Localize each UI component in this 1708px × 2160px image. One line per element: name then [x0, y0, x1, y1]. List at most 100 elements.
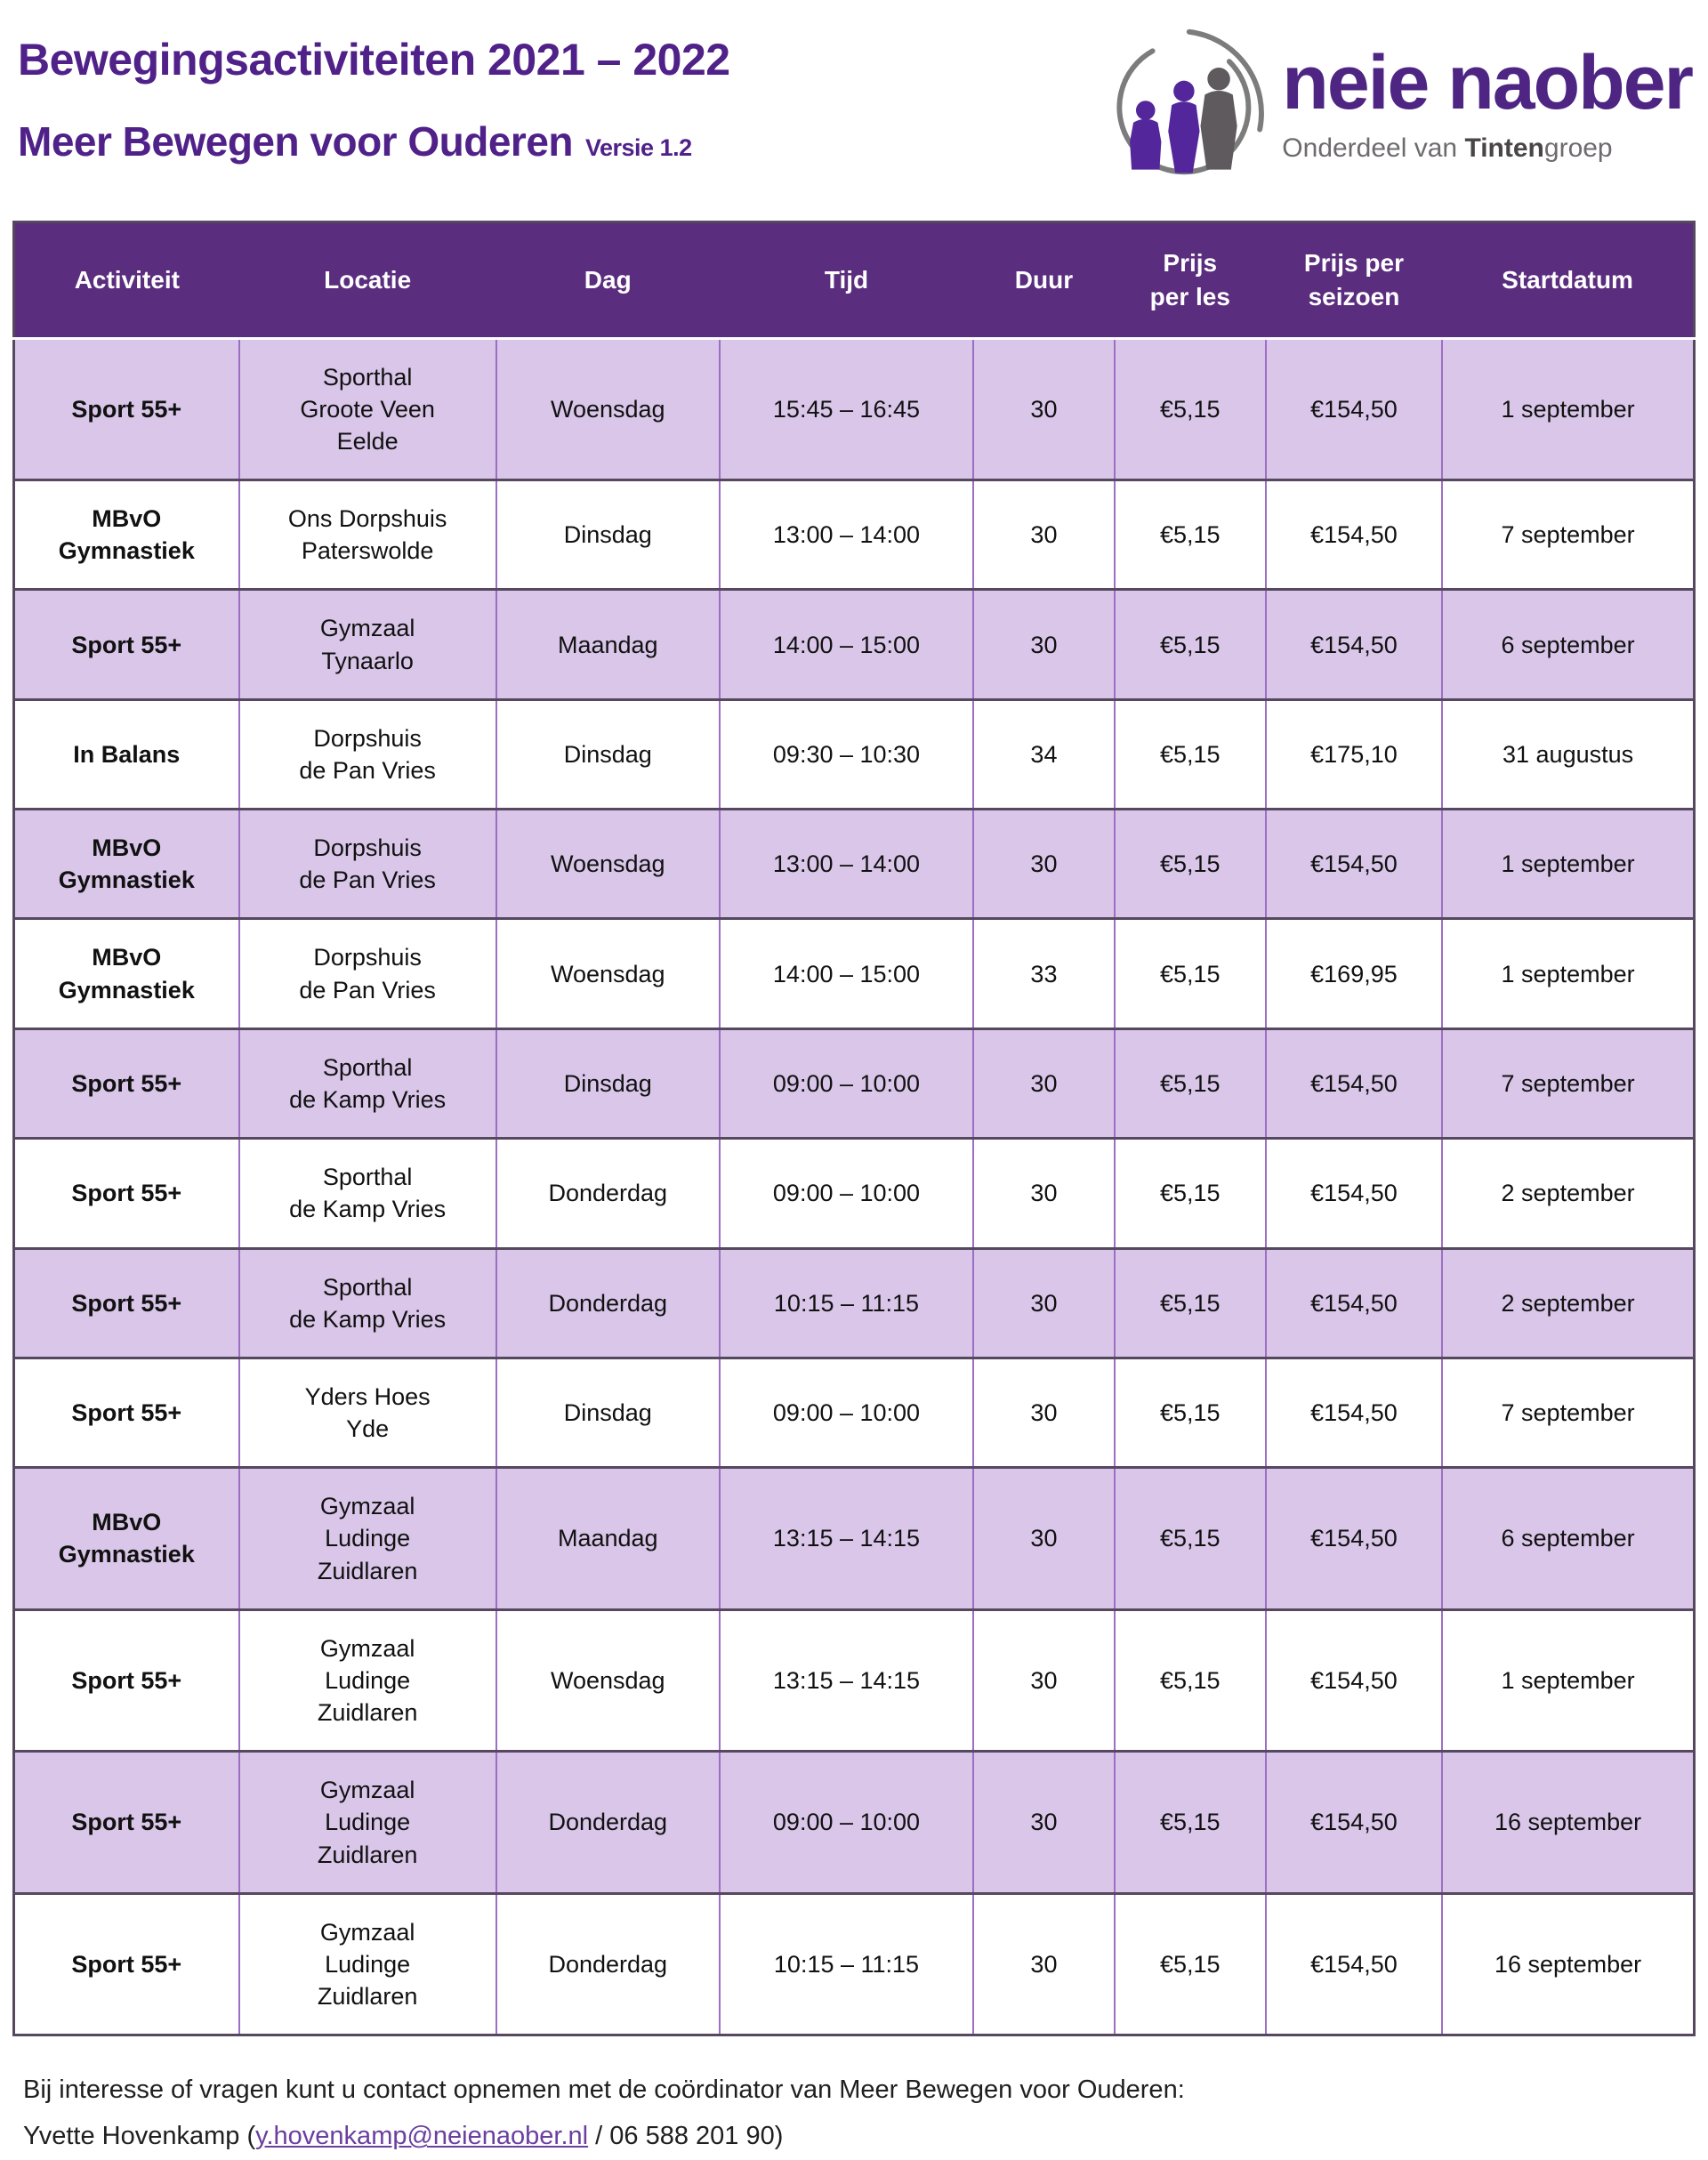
cell-startdatum: 1 september — [1441, 1608, 1695, 1752]
cell-duur: 30 — [972, 808, 1116, 919]
cell-dag: Woensdag — [495, 336, 721, 480]
cell-activiteit: MBvO Gymnastiek — [13, 808, 240, 919]
cell-startdatum: 7 september — [1441, 1027, 1695, 1139]
cell-prijs-per-seizoen: €154,50 — [1264, 1466, 1444, 1610]
cell-prijs-per-seizoen: €154,50 — [1264, 1246, 1444, 1358]
cell-startdatum: 31 augustus — [1441, 697, 1695, 810]
brand-text: neie naober Onderdeel van Tintengroep — [1282, 40, 1694, 164]
cell-locatie: Ons Dorpshuis Paterswolde — [238, 479, 497, 590]
column-header-prijs-per-les: Prijs per les — [1114, 222, 1266, 340]
title-block: Bewegingsactiviteiten 2021 – 2022 Meer B… — [18, 23, 730, 162]
cell-dag: Woensdag — [495, 808, 721, 919]
table-row: Sport 55+ Sporthal Groote Veen Eelde Woe… — [13, 336, 1695, 480]
column-header-startdatum: Startdatum — [1442, 222, 1695, 340]
cell-tijd: 10:15 – 11:15 — [718, 1891, 975, 2035]
cell-prijs-per-les: €5,15 — [1113, 808, 1267, 919]
cell-prijs-per-les: €5,15 — [1113, 697, 1267, 810]
cell-activiteit: MBvO Gymnastiek — [13, 479, 240, 590]
table-row: In Balans Dorpshuis de Pan Vries Dinsdag… — [13, 697, 1695, 810]
cell-activiteit: Sport 55+ — [13, 1137, 240, 1249]
cell-dag: Dinsdag — [495, 697, 721, 810]
cell-startdatum: 16 september — [1441, 1750, 1695, 1894]
cell-duur: 30 — [972, 479, 1116, 590]
cell-prijs-per-les: €5,15 — [1113, 588, 1267, 700]
cell-prijs-per-seizoen: €154,50 — [1264, 1891, 1444, 2035]
cell-dag: Donderdag — [495, 1750, 721, 1894]
column-header-dag: Dag — [495, 222, 720, 340]
cell-tijd: 13:00 – 14:00 — [718, 479, 975, 590]
cell-prijs-per-les: €5,15 — [1113, 1891, 1267, 2035]
cell-locatie: Dorpshuis de Pan Vries — [238, 697, 497, 810]
masthead: Bewegingsactiviteiten 2021 – 2022 Meer B… — [0, 0, 1708, 215]
cell-prijs-per-les: €5,15 — [1113, 1246, 1267, 1358]
brand-name: neie naober — [1282, 40, 1694, 125]
cell-tijd: 09:00 – 10:00 — [718, 1027, 975, 1139]
cell-activiteit: Sport 55+ — [13, 336, 240, 480]
version-label: Versie 1.2 — [585, 134, 692, 161]
cell-dag: Woensdag — [495, 1608, 721, 1752]
cell-dag: Woensdag — [495, 917, 721, 1029]
cell-locatie: Sporthal de Kamp Vries — [238, 1027, 497, 1139]
cell-locatie: Sporthal de Kamp Vries — [238, 1137, 497, 1249]
cell-dag: Dinsdag — [495, 479, 721, 590]
cell-prijs-per-les: €5,15 — [1113, 917, 1267, 1029]
page-title: Bewegingsactiviteiten 2021 – 2022 — [18, 37, 730, 82]
cell-tijd: 09:30 – 10:30 — [718, 697, 975, 810]
cell-dag: Donderdag — [495, 1137, 721, 1249]
cell-tijd: 09:00 – 10:00 — [718, 1137, 975, 1249]
column-header-tijd: Tijd — [719, 222, 974, 340]
table-row: MBvO Gymnastiek Gymzaal Ludinge Zuidlare… — [13, 1466, 1695, 1610]
cell-locatie: Sporthal Groote Veen Eelde — [238, 336, 497, 480]
cell-prijs-per-seizoen: €154,50 — [1264, 336, 1444, 480]
header-row: Activiteit Locatie Dag Tijd Duur Prijs p… — [13, 222, 1695, 340]
table-row: Sport 55+ Gymzaal Ludinge Zuidlaren Dond… — [13, 1750, 1695, 1894]
cell-prijs-per-seizoen: €154,50 — [1264, 588, 1444, 700]
table-row: MBvO Gymnastiek Dorpshuis de Pan Vries W… — [13, 808, 1695, 919]
cell-duur: 30 — [972, 1466, 1116, 1610]
cell-activiteit: Sport 55+ — [13, 1891, 240, 2035]
cell-startdatum: 6 september — [1441, 1466, 1695, 1610]
cell-prijs-per-les: €5,15 — [1113, 1750, 1267, 1894]
cell-prijs-per-les: €5,15 — [1113, 1356, 1267, 1468]
cell-startdatum: 1 september — [1441, 808, 1695, 919]
table-row: Sport 55+ Gymzaal Ludinge Zuidlaren Woen… — [13, 1608, 1695, 1752]
cell-startdatum: 1 september — [1441, 917, 1695, 1029]
cell-tijd: 13:00 – 14:00 — [718, 808, 975, 919]
cell-startdatum: 1 september — [1441, 336, 1695, 480]
tagline-bold: Tinten — [1464, 133, 1544, 163]
table-row: Sport 55+ Gymzaal Ludinge Zuidlaren Dond… — [13, 1891, 1695, 2035]
contact-name: Yvette Hovenkamp ( — [23, 2122, 256, 2151]
title-line-1: Bewegingsactiviteiten 2021 – 2022 — [18, 35, 730, 85]
cell-duur: 30 — [972, 1246, 1116, 1358]
cell-prijs-per-seizoen: €154,50 — [1264, 1027, 1444, 1139]
cell-locatie: Gymzaal Ludinge Zuidlaren — [238, 1750, 497, 1894]
cell-duur: 30 — [972, 588, 1116, 700]
contact-phone: / 06 588 201 90) — [588, 2122, 784, 2151]
cell-startdatum: 7 september — [1441, 479, 1695, 590]
cell-duur: 33 — [972, 917, 1116, 1029]
cell-duur: 34 — [972, 697, 1116, 810]
cell-locatie: Gymzaal Tynaarlo — [238, 588, 497, 700]
cell-locatie: Gymzaal Ludinge Zuidlaren — [238, 1466, 497, 1610]
cell-duur: 30 — [972, 1891, 1116, 2035]
column-header-activiteit: Activiteit — [13, 222, 239, 340]
cell-tijd: 13:15 – 14:15 — [718, 1466, 975, 1610]
cell-tijd: 13:15 – 14:15 — [718, 1608, 975, 1752]
cell-prijs-per-seizoen: €154,50 — [1264, 1356, 1444, 1468]
cell-activiteit: MBvO Gymnastiek — [13, 1466, 240, 1610]
cell-startdatum: 2 september — [1441, 1246, 1695, 1358]
table-row: Sport 55+ Sporthal de Kamp Vries Donderd… — [13, 1137, 1695, 1249]
cell-activiteit: MBvO Gymnastiek — [13, 917, 240, 1029]
cell-duur: 30 — [972, 1027, 1116, 1139]
cell-prijs-per-seizoen: €175,10 — [1264, 697, 1444, 810]
contact-footnote: Bij interesse of vragen kunt u contact o… — [23, 2067, 1708, 2159]
contact-line-1: Bij interesse of vragen kunt u contact o… — [23, 2075, 1185, 2105]
cell-activiteit: In Balans — [13, 697, 240, 810]
cell-dag: Dinsdag — [495, 1356, 721, 1468]
contact-line-2: Yvette Hovenkamp (y.hovenkamp@neienaober… — [23, 2113, 1708, 2159]
cell-duur: 30 — [972, 1356, 1116, 1468]
cell-locatie: Yders Hoes Yde — [238, 1356, 497, 1468]
email-link[interactable]: y.hovenkamp@neienaober.nl — [255, 2122, 589, 2151]
title-line-2: Meer Bewegen voor Ouderen — [18, 118, 574, 165]
cell-dag: Donderdag — [495, 1246, 721, 1358]
